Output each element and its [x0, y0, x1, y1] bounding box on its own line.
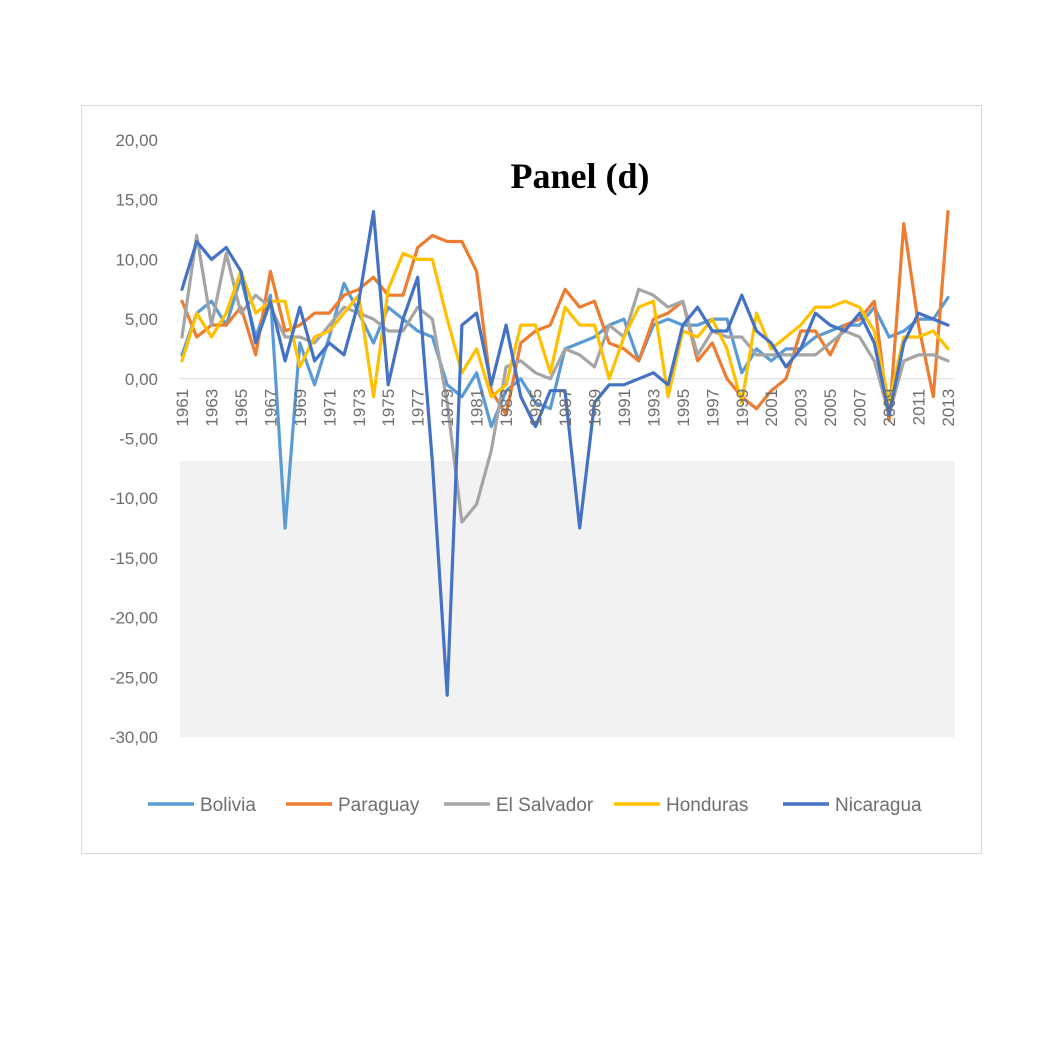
y-tick-label: 20,00: [115, 131, 158, 150]
x-tick-label: 2001: [762, 389, 781, 427]
legend: Bolivia Paraguay El Salvador Honduras Nicara…: [148, 795, 922, 816]
x-tick-label: 1969: [291, 389, 310, 427]
x-tick-label: 2007: [851, 389, 870, 427]
y-tick-label: 5,00: [125, 310, 158, 329]
x-tick-label: 1965: [232, 389, 251, 427]
legend-item-nicaragua: Nicaragua: [783, 795, 922, 816]
x-tick-label: 1995: [674, 389, 693, 427]
x-axis-ticks: 1961 1963 1965 1967 1969 1971 1973 1975 1977 1979…: [173, 389, 958, 427]
x-tick-label: 1999: [733, 389, 752, 427]
y-tick-label: 10,00: [115, 250, 158, 269]
y-tick-label: -10,00: [110, 489, 158, 508]
x-tick-label: 2011: [910, 389, 929, 426]
x-tick-label: 1985: [527, 389, 546, 427]
x-tick-label: 2009: [880, 389, 899, 427]
x-tick-label: 2005: [821, 389, 840, 427]
y-tick-label: -5,00: [119, 430, 158, 449]
legend-label: Honduras: [666, 795, 748, 816]
y-axis-ticks: 20,00 15,00 10,00 5,00 0,00 -5,00 -10,00 -15,00…: [110, 131, 158, 747]
x-tick-label: 1979: [438, 389, 457, 427]
x-tick-label: 2013: [939, 389, 958, 427]
y-tick-label: -30,00: [110, 728, 158, 747]
legend-item-el-salvador: El Salvador: [444, 795, 594, 816]
series-line-nicaragua: [180, 210, 950, 697]
x-tick-label: 1987: [556, 389, 575, 427]
x-tick-label: 1961: [173, 389, 192, 427]
y-tick-label: -15,00: [110, 549, 158, 568]
y-tick-label: -25,00: [110, 668, 158, 687]
legend-item-paraguay: Paraguay: [286, 795, 420, 816]
legend-label: El Salvador: [496, 795, 594, 816]
x-tick-label: 1973: [350, 389, 369, 427]
series-lines: [180, 210, 950, 697]
x-tick-label: 1983: [497, 389, 516, 427]
y-tick-label: 15,00: [115, 191, 158, 210]
y-tick-label: -20,00: [110, 609, 158, 628]
x-tick-label: 1975: [379, 389, 398, 427]
legend-item-bolivia: Bolivia: [148, 795, 256, 816]
x-tick-label: 1991: [615, 389, 634, 427]
series-line-paraguay: [180, 210, 950, 423]
chart-title: Panel (d): [511, 156, 650, 196]
legend-label: Paraguay: [338, 795, 420, 816]
x-tick-label: 1993: [644, 389, 663, 427]
x-tick-label: 1997: [703, 389, 722, 427]
x-tick-label: 1977: [409, 389, 428, 427]
x-tick-label: 1963: [203, 389, 222, 427]
legend-label: Bolivia: [200, 795, 256, 816]
x-tick-label: 1989: [586, 389, 605, 427]
x-tick-label: 2003: [792, 389, 811, 427]
legend-item-honduras: Honduras: [614, 795, 748, 816]
x-tick-label: 1981: [468, 389, 487, 427]
legend-label: Nicaragua: [835, 795, 922, 816]
x-tick-label: 1971: [320, 389, 339, 427]
y-tick-label: 0,00: [125, 370, 158, 389]
x-tick-label: 1967: [261, 389, 280, 427]
